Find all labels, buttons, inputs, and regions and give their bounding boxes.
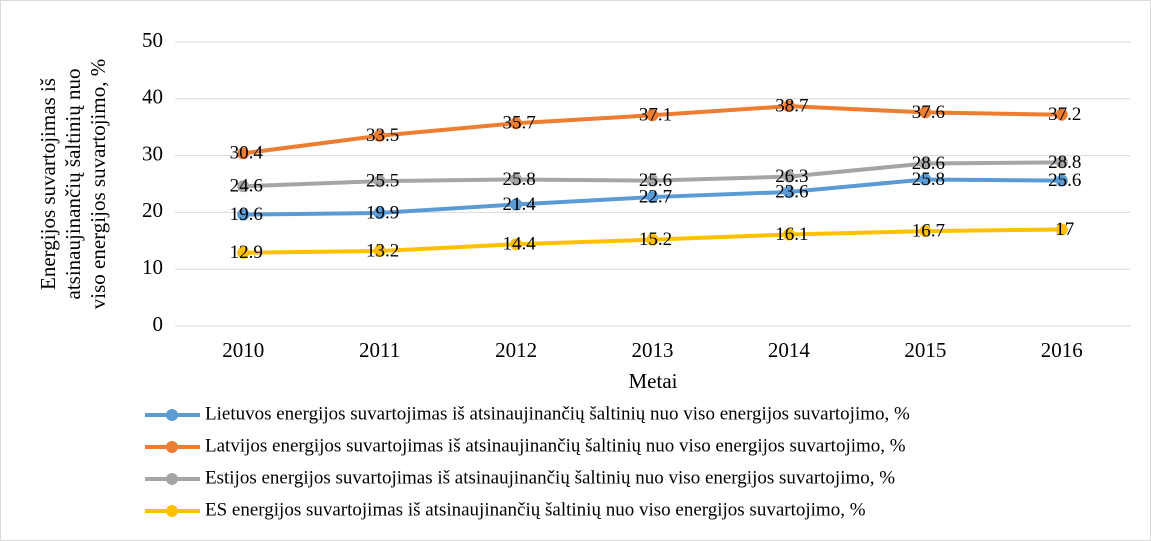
- data-label: 37.1: [639, 105, 672, 126]
- data-label: 25.5: [366, 171, 399, 192]
- data-label: 38.7: [775, 96, 808, 117]
- data-label: 28.8: [1048, 152, 1081, 173]
- data-point: [1055, 174, 1068, 187]
- data-point: [919, 106, 932, 119]
- data-point: [373, 245, 386, 258]
- data-label: 25.6: [1048, 170, 1081, 191]
- data-label: 15.2: [639, 229, 672, 250]
- x-tick-label: 2013: [632, 338, 674, 362]
- x-tick-label: 2015: [904, 338, 946, 362]
- legend-label: Latvijos energijos suvartojimas iš atsin…: [205, 435, 906, 456]
- data-point: [237, 180, 250, 193]
- legend-label: ES energijos suvartojimas iš atsinaujina…: [205, 499, 866, 520]
- y-tick-label: 40: [142, 85, 163, 109]
- x-tick-label: 2014: [768, 338, 811, 362]
- x-axis-label: Metai: [629, 369, 678, 393]
- legend-marker: [166, 441, 178, 453]
- data-point: [510, 173, 523, 186]
- data-label: 19.6: [230, 204, 263, 225]
- data-label: 37.6: [912, 102, 945, 123]
- data-label: 23.6: [775, 181, 808, 202]
- data-label: 25.8: [502, 169, 535, 190]
- data-label: 25.8: [912, 169, 945, 190]
- data-label: 28.6: [912, 153, 945, 174]
- data-point: [646, 174, 659, 187]
- data-label: 25.6: [639, 170, 672, 191]
- data-label: 35.7: [502, 113, 535, 134]
- data-point: [782, 185, 795, 198]
- x-tick-label: 2012: [495, 338, 537, 362]
- data-label: 13.2: [366, 240, 399, 261]
- y-tick-label: 10: [142, 255, 163, 279]
- legend-marker: [166, 473, 178, 485]
- data-label: 16.1: [775, 224, 808, 245]
- y-tick-label: 0: [153, 312, 164, 336]
- data-point: [373, 206, 386, 219]
- data-label: 17: [1055, 219, 1074, 240]
- data-point: [1055, 223, 1068, 236]
- data-point: [919, 225, 932, 238]
- data-label: 30.4: [230, 143, 264, 164]
- data-label: 22.7: [639, 186, 672, 207]
- data-point: [919, 173, 932, 186]
- data-point: [646, 233, 659, 246]
- data-label: 16.7: [912, 221, 945, 242]
- data-label: 14.4: [502, 234, 536, 255]
- data-point: [782, 170, 795, 183]
- y-tick-label: 20: [142, 198, 163, 222]
- data-point: [373, 129, 386, 142]
- x-tick-label: 2016: [1041, 338, 1083, 362]
- data-label: 33.5: [366, 125, 399, 146]
- data-point: [510, 238, 523, 251]
- legend-label: Estijos energijos suvartojimas iš atsina…: [205, 467, 895, 488]
- y-axis-label: atsinaujinančių šaltinių nuo: [61, 69, 85, 300]
- data-point: [1055, 108, 1068, 121]
- data-label: 12.9: [230, 242, 263, 263]
- x-tick-label: 2011: [359, 338, 400, 362]
- data-label: 19.9: [366, 202, 399, 223]
- data-point: [919, 157, 932, 170]
- y-axis-label: Energijos suvartojimas iš: [36, 78, 60, 290]
- x-tick-label: 2010: [222, 338, 264, 362]
- data-point: [237, 246, 250, 259]
- y-tick-label: 50: [142, 28, 163, 52]
- y-axis-label: viso energijos suvartojimo, %: [86, 59, 110, 309]
- data-label: 26.3: [775, 166, 808, 187]
- data-point: [782, 228, 795, 241]
- data-point: [646, 109, 659, 122]
- legend-marker: [166, 505, 178, 517]
- data-label: 37.2: [1048, 104, 1081, 125]
- data-point: [510, 117, 523, 130]
- legend-label: Lietuvos energijos suvartojimas iš atsin…: [205, 403, 910, 424]
- data-point: [237, 147, 250, 160]
- data-point: [1055, 156, 1068, 169]
- data-point: [646, 191, 659, 204]
- data-point: [782, 100, 795, 113]
- data-point: [510, 198, 523, 211]
- data-point: [237, 208, 250, 221]
- data-point: [373, 175, 386, 188]
- data-label: 24.6: [230, 176, 263, 197]
- legend-marker: [166, 409, 178, 421]
- data-label: 21.4: [502, 194, 536, 215]
- y-tick-label: 30: [142, 141, 163, 165]
